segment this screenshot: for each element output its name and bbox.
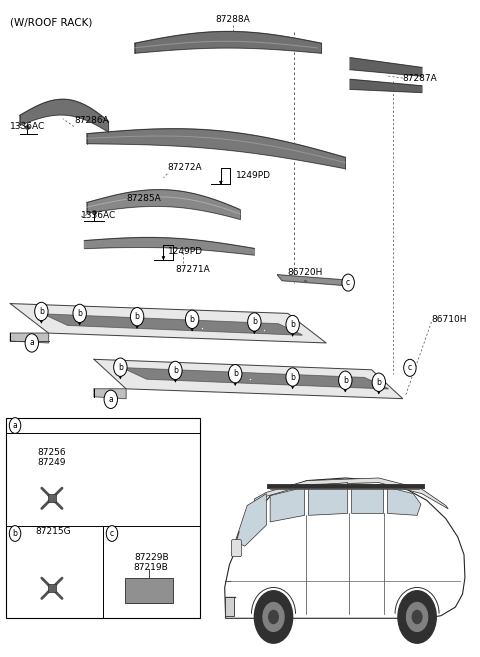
FancyBboxPatch shape	[6, 419, 200, 618]
Text: b: b	[77, 309, 82, 318]
Text: a: a	[12, 421, 17, 430]
Polygon shape	[277, 275, 350, 286]
Polygon shape	[94, 389, 126, 399]
Text: 87215G: 87215G	[35, 527, 71, 536]
Text: b: b	[343, 376, 348, 385]
Circle shape	[185, 310, 199, 328]
Circle shape	[263, 602, 284, 631]
Text: c: c	[110, 529, 114, 538]
Polygon shape	[351, 484, 384, 513]
Circle shape	[131, 307, 144, 326]
Polygon shape	[87, 190, 240, 219]
Text: 1249PD: 1249PD	[168, 246, 203, 256]
Polygon shape	[94, 359, 403, 399]
Text: c: c	[346, 278, 350, 287]
Circle shape	[372, 373, 385, 392]
Circle shape	[269, 610, 278, 623]
Text: b: b	[190, 315, 194, 324]
Circle shape	[248, 313, 261, 331]
Polygon shape	[10, 333, 48, 343]
Circle shape	[168, 361, 182, 380]
Polygon shape	[123, 368, 388, 389]
Polygon shape	[10, 304, 326, 343]
Text: 1336AC: 1336AC	[81, 211, 116, 219]
Text: b: b	[252, 317, 257, 327]
Polygon shape	[84, 238, 254, 255]
Circle shape	[407, 602, 428, 631]
Text: 86720H: 86720H	[287, 268, 322, 277]
Circle shape	[106, 526, 118, 541]
Polygon shape	[387, 487, 421, 515]
Text: b: b	[290, 320, 295, 329]
Polygon shape	[225, 478, 465, 618]
Polygon shape	[20, 99, 108, 132]
Text: 87286A: 87286A	[74, 116, 108, 125]
Text: 87288A: 87288A	[216, 14, 250, 24]
Circle shape	[228, 365, 242, 383]
Text: b: b	[290, 373, 295, 382]
FancyBboxPatch shape	[231, 539, 241, 556]
Circle shape	[35, 302, 48, 321]
Text: 87271A: 87271A	[175, 265, 210, 274]
Polygon shape	[44, 314, 302, 335]
Polygon shape	[270, 487, 305, 522]
Circle shape	[342, 274, 354, 291]
Circle shape	[73, 304, 86, 323]
Text: a: a	[108, 395, 113, 404]
Text: 87272A: 87272A	[167, 164, 202, 173]
Polygon shape	[235, 493, 266, 546]
Circle shape	[254, 591, 293, 643]
Text: 86710H: 86710H	[432, 315, 467, 325]
Text: b: b	[135, 312, 140, 321]
Text: a: a	[29, 338, 34, 348]
Circle shape	[9, 526, 21, 541]
Polygon shape	[254, 478, 448, 509]
Circle shape	[114, 358, 127, 376]
Text: 87285A: 87285A	[126, 194, 161, 202]
Text: b: b	[233, 369, 238, 378]
Text: 87287A: 87287A	[403, 74, 437, 83]
Text: 1249PD: 1249PD	[236, 171, 271, 180]
Text: 1336AC: 1336AC	[10, 122, 46, 131]
Circle shape	[25, 334, 38, 352]
Circle shape	[9, 418, 21, 434]
Text: b: b	[118, 363, 123, 372]
Text: b: b	[173, 366, 178, 375]
Text: 87256
87249: 87256 87249	[37, 448, 66, 467]
Circle shape	[286, 315, 300, 334]
Text: (W/ROOF RACK): (W/ROOF RACK)	[10, 17, 93, 27]
Polygon shape	[350, 79, 422, 93]
Polygon shape	[135, 32, 322, 53]
Polygon shape	[350, 58, 422, 76]
Text: b: b	[39, 307, 44, 316]
Text: b: b	[376, 378, 381, 387]
Polygon shape	[309, 483, 348, 515]
Text: 87229B
87219B: 87229B 87219B	[134, 553, 168, 572]
FancyBboxPatch shape	[225, 597, 234, 616]
FancyBboxPatch shape	[125, 578, 173, 602]
Circle shape	[286, 368, 300, 386]
Text: b: b	[12, 529, 17, 538]
Circle shape	[398, 591, 436, 643]
Text: c: c	[408, 363, 412, 373]
Polygon shape	[87, 129, 345, 169]
Circle shape	[404, 359, 416, 376]
Circle shape	[338, 371, 352, 390]
Circle shape	[412, 610, 422, 623]
Circle shape	[104, 390, 118, 409]
